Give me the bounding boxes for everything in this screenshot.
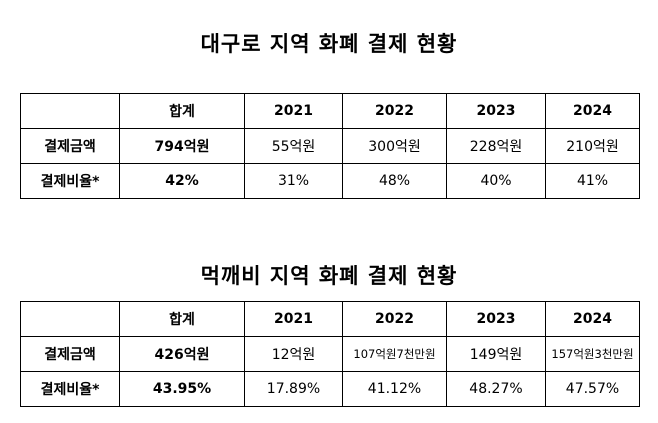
cell-2024: 47.57% <box>545 371 640 407</box>
header-corner-cell <box>20 301 120 337</box>
table-title-meokkaebi: 먹깨비 지역 화폐 결제 현황 <box>200 264 458 288</box>
row-label-payment-ratio: 결제비율* <box>20 163 120 199</box>
cell-total: 42% <box>119 163 245 199</box>
cell-total: 43.95% <box>119 371 245 407</box>
cell-total: 794억원 <box>119 128 245 164</box>
header-2023: 2023 <box>446 93 546 129</box>
row-label-payment-amount: 결제금액 <box>20 128 120 164</box>
header-2021: 2021 <box>244 93 343 129</box>
header-2024: 2024 <box>545 93 640 129</box>
cell-total: 426억원 <box>119 336 245 372</box>
cell-2024: 157억원3천만원 <box>545 336 640 372</box>
cell-2023: 40% <box>446 163 546 199</box>
table-title-daeguro: 대구로 지역 화폐 결제 현황 <box>200 32 458 56</box>
table-header-row: 합계 2021 2022 2023 2024 <box>20 301 640 337</box>
cell-2022: 48% <box>342 163 447 199</box>
daeguro-payment-table: 합계 2021 2022 2023 2024 결제금액 794억원 55억원 3… <box>20 93 640 199</box>
cell-2021: 55억원 <box>244 128 343 164</box>
cell-2023: 149억원 <box>446 336 546 372</box>
header-2023: 2023 <box>446 301 546 337</box>
meokkaebi-payment-table: 합계 2021 2022 2023 2024 결제금액 426억원 12억원 1… <box>20 301 640 407</box>
cell-2022: 41.12% <box>342 371 447 407</box>
table-row: 결제금액 794억원 55억원 300억원 228억원 210억원 <box>20 128 640 164</box>
row-label-payment-ratio: 결제비율* <box>20 371 120 407</box>
header-total: 합계 <box>119 301 245 337</box>
cell-2023: 228억원 <box>446 128 546 164</box>
cell-2022: 300억원 <box>342 128 447 164</box>
cell-2021: 12억원 <box>244 336 343 372</box>
header-2022: 2022 <box>342 93 447 129</box>
cell-2021: 17.89% <box>244 371 343 407</box>
header-2024: 2024 <box>545 301 640 337</box>
table-row: 결제금액 426억원 12억원 107억원7천만원 149억원 157억원3천만… <box>20 336 640 372</box>
row-label-payment-amount: 결제금액 <box>20 336 120 372</box>
table-row: 결제비율* 43.95% 17.89% 41.12% 48.27% 47.57% <box>20 371 640 407</box>
table-header-row: 합계 2021 2022 2023 2024 <box>20 93 640 129</box>
header-2022: 2022 <box>342 301 447 337</box>
cell-2023: 48.27% <box>446 371 546 407</box>
cell-2022: 107억원7천만원 <box>342 336 447 372</box>
cell-2024: 41% <box>545 163 640 199</box>
header-corner-cell <box>20 93 120 129</box>
header-total: 합계 <box>119 93 245 129</box>
header-2021: 2021 <box>244 301 343 337</box>
cell-2021: 31% <box>244 163 343 199</box>
table-row: 결제비율* 42% 31% 48% 40% 41% <box>20 163 640 199</box>
cell-2024: 210억원 <box>545 128 640 164</box>
